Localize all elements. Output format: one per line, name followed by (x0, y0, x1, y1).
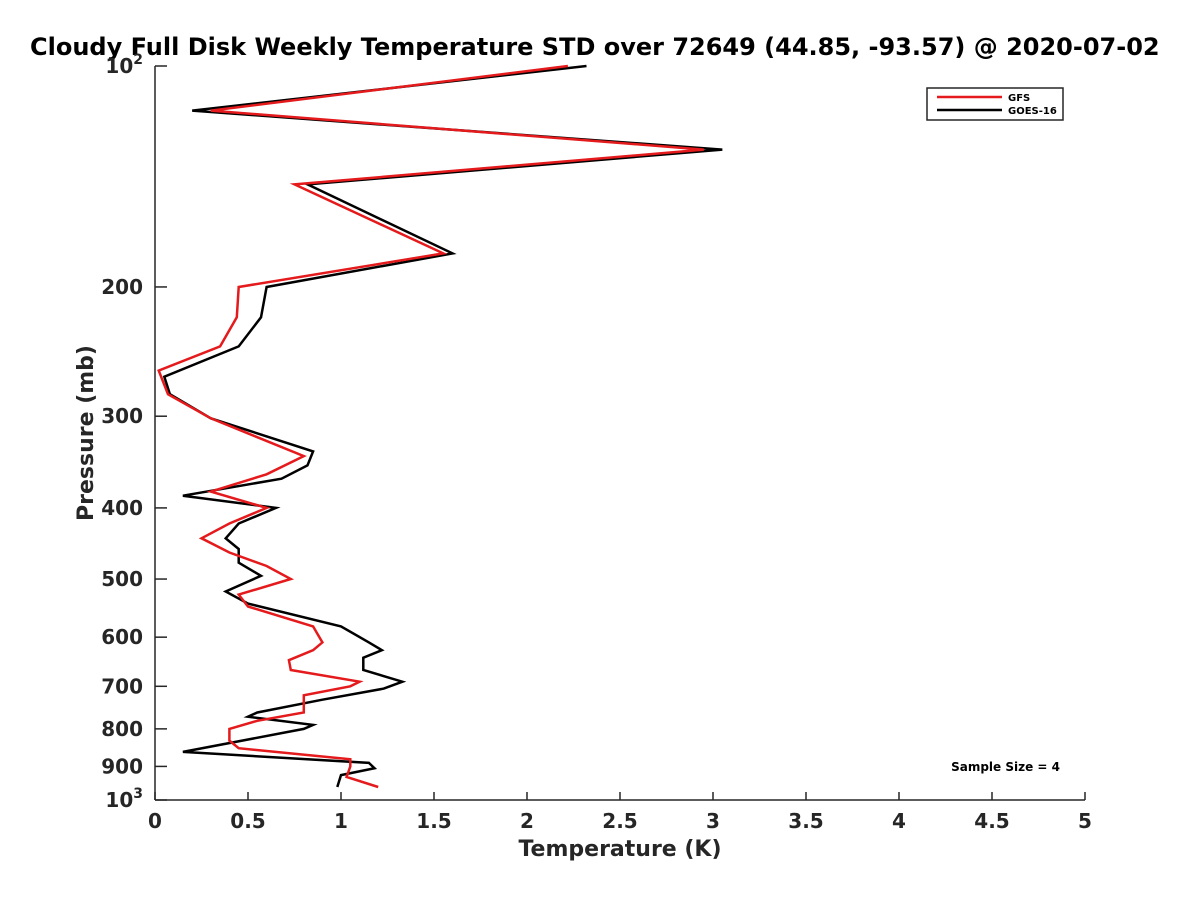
x-tick-label: 1 (334, 809, 348, 833)
series-line-goes-16 (162, 64, 723, 788)
y-tick-label: 900 (101, 754, 143, 778)
chart-title: Cloudy Full Disk Weekly Temperature STD … (30, 33, 1160, 61)
sample-size-annotation: Sample Size = 4 (951, 760, 1060, 774)
x-axis-title: Temperature (K) (518, 837, 721, 862)
y-axis-title: Pressure (mb) (74, 345, 99, 521)
y-tick-label: 200 (101, 275, 143, 299)
x-tick-label: 5 (1078, 809, 1092, 833)
x-tick-label: 0.5 (230, 809, 265, 833)
x-tick-label: 2 (520, 809, 534, 833)
y-tick-label: 500 (101, 567, 143, 591)
y-ticks: 102 200 300 400 500 600 700 800 900 103 (101, 52, 167, 812)
x-tick-label: 0 (148, 809, 162, 833)
x-tick-label: 2.5 (602, 809, 637, 833)
y-tick-label: 103 (105, 786, 143, 812)
y-tick-label: 700 (101, 674, 143, 698)
x-tick-label: 1.5 (416, 809, 451, 833)
y-tick-label: 400 (101, 496, 143, 520)
legend-box (926, 87, 1064, 121)
x-tick-label: 3 (706, 809, 720, 833)
y-tick-label: 300 (101, 404, 143, 428)
y-tick-label: 800 (101, 717, 143, 741)
x-tick-label: 4.5 (974, 809, 1009, 833)
x-tick-label: 3.5 (788, 809, 823, 833)
x-tick-label: 4 (892, 809, 906, 833)
y-tick-label: 102 (105, 52, 143, 78)
legend: GFS GOES-16 (926, 87, 1064, 121)
legend-label: GOES-16 (1008, 106, 1057, 117)
legend-label: GFS (1008, 93, 1030, 104)
x-ticks: 0 0.5 1 1.5 2 2.5 3 3.5 4 4.5 5 (148, 792, 1092, 833)
y-tick-label: 600 (101, 625, 143, 649)
series-layer (157, 64, 723, 789)
series-line-gfs (157, 64, 704, 789)
